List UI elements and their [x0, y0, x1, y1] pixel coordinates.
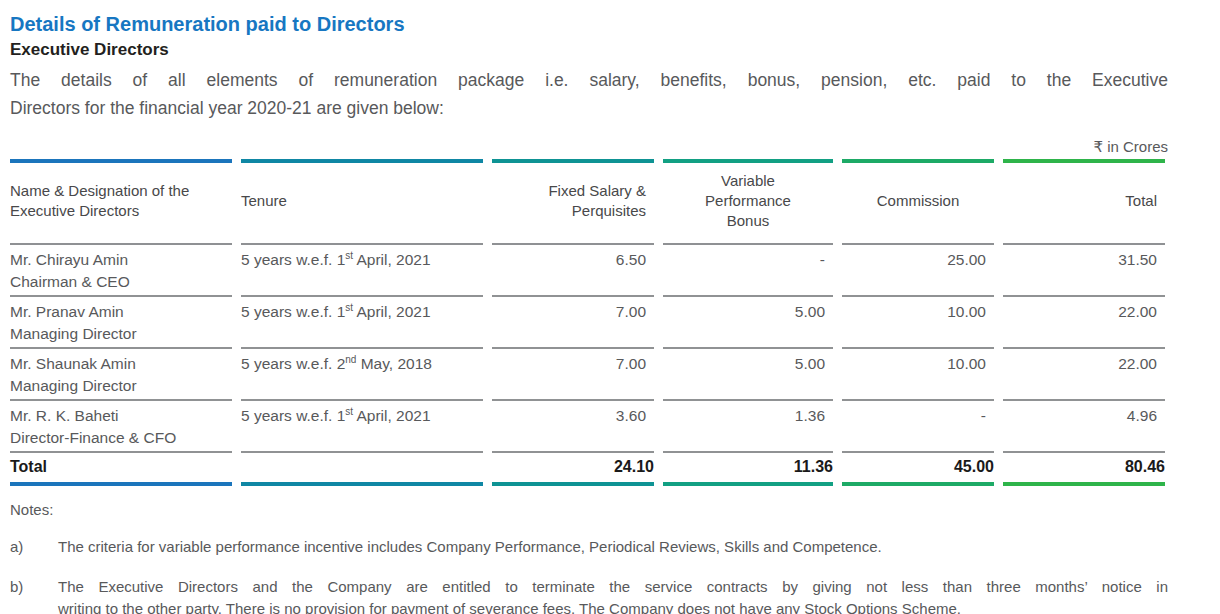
notes-heading: Notes:	[10, 501, 1168, 518]
note-marker: a)	[10, 536, 58, 558]
header-name-designation: Name & Designation of the Executive Dire…	[10, 159, 232, 245]
director-name: Mr. R. K. Baheti	[10, 405, 232, 427]
commission-value: 25.00	[842, 245, 994, 297]
total-tenure-empty	[241, 453, 483, 486]
name-cell: Mr. R. K. Baheti Director-Finance & CFO	[10, 401, 232, 453]
note-text: The Executive Directors and the Company …	[58, 576, 1168, 614]
director-designation: Managing Director	[10, 323, 232, 345]
fixed-salary-value: 7.00	[492, 297, 654, 349]
total-value: 4.96	[1003, 401, 1165, 453]
table-row: Mr. Chirayu Amin Chairman & CEO 5 years …	[10, 245, 1165, 297]
total-value: 22.00	[1003, 349, 1165, 401]
table-total-row: Total 24.10 11.36 45.00 80.46	[10, 453, 1165, 486]
director-designation: Chairman & CEO	[10, 271, 232, 293]
total-value: 22.00	[1003, 297, 1165, 349]
variable-bonus-value: 5.00	[663, 349, 833, 401]
header-commission: Commission	[842, 159, 994, 245]
tenure-cell: 5 years w.e.f. 1st April, 2021	[241, 245, 483, 297]
tenure-cell: 5 years w.e.f. 2nd May, 2018	[241, 349, 483, 401]
fixed-salary-value: 3.60	[492, 401, 654, 453]
remuneration-table: Name & Designation of the Executive Dire…	[1, 159, 1174, 486]
name-cell: Mr. Shaunak Amin Managing Director	[10, 349, 232, 401]
table-row: Mr. Pranav Amin Managing Director 5 year…	[10, 297, 1165, 349]
total-label: Total	[10, 453, 232, 486]
header-tenure: Tenure	[241, 159, 483, 245]
table-wrapper: Name & Designation of the Executive Dire…	[1, 159, 1177, 486]
page-title: Details of Remuneration paid to Director…	[10, 12, 1168, 37]
commission-value: -	[842, 401, 994, 453]
variable-bonus-value: 5.00	[663, 297, 833, 349]
intro-line-1: The details of all elements of remunerat…	[10, 66, 1168, 94]
total-fixed-salary: 24.10	[492, 453, 654, 486]
director-name: Mr. Pranav Amin	[10, 301, 232, 323]
name-cell: Mr. Chirayu Amin Chairman & CEO	[10, 245, 232, 297]
currency-note: ₹ in Crores	[10, 138, 1168, 156]
table-row: Mr. R. K. Baheti Director-Finance & CFO …	[10, 401, 1165, 453]
note-item-b: b) The Executive Directors and the Compa…	[10, 576, 1168, 614]
director-designation: Managing Director	[10, 375, 232, 397]
name-cell: Mr. Pranav Amin Managing Director	[10, 297, 232, 349]
section-subtitle: Executive Directors	[10, 39, 1168, 61]
intro-paragraph: The details of all elements of remunerat…	[10, 66, 1168, 122]
note-marker: b)	[10, 576, 58, 614]
intro-line-2: Directors for the financial year 2020-21…	[10, 94, 1168, 122]
variable-bonus-value: 1.36	[663, 401, 833, 453]
total-grand: 80.46	[1003, 453, 1165, 486]
note-text: The criteria for variable performance in…	[58, 536, 1168, 558]
total-commission: 45.00	[842, 453, 994, 486]
total-value: 31.50	[1003, 245, 1165, 297]
document-page: Details of Remuneration paid to Director…	[0, 0, 1168, 614]
director-designation: Director-Finance & CFO	[10, 427, 232, 449]
tenure-cell: 5 years w.e.f. 1st April, 2021	[241, 297, 483, 349]
total-variable-bonus: 11.36	[663, 453, 833, 486]
director-name: Mr. Shaunak Amin	[10, 353, 232, 375]
fixed-salary-value: 6.50	[492, 245, 654, 297]
tenure-cell: 5 years w.e.f. 1st April, 2021	[241, 401, 483, 453]
director-name: Mr. Chirayu Amin	[10, 249, 232, 271]
table-header-row: Name & Designation of the Executive Dire…	[10, 159, 1165, 245]
commission-value: 10.00	[842, 349, 994, 401]
fixed-salary-value: 7.00	[492, 349, 654, 401]
header-total: Total	[1003, 159, 1165, 245]
header-variable-bonus: Variable Performance Bonus	[663, 159, 833, 245]
commission-value: 10.00	[842, 297, 994, 349]
header-fixed-salary: Fixed Salary & Perquisites	[492, 159, 654, 245]
variable-bonus-value: -	[663, 245, 833, 297]
table-row: Mr. Shaunak Amin Managing Director 5 yea…	[10, 349, 1165, 401]
note-item-a: a) The criteria for variable performance…	[10, 536, 1168, 558]
